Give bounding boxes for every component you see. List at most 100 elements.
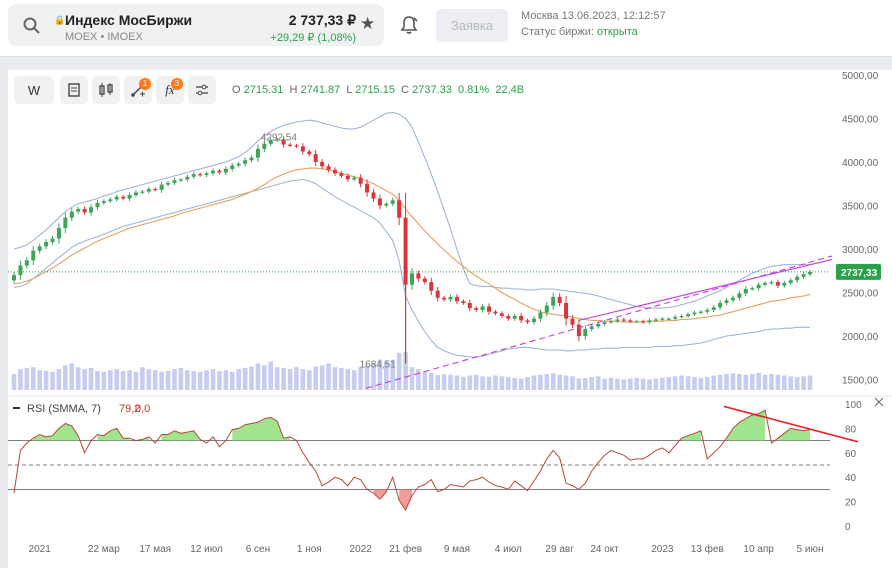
volume-bar [75, 367, 81, 390]
interval-button[interactable]: W [14, 76, 54, 104]
candle-body [114, 196, 119, 200]
volume-bar [319, 365, 325, 390]
candle-body [12, 275, 16, 281]
volume-bar [589, 377, 595, 390]
volume-bar [692, 377, 697, 390]
volume-bar [255, 363, 261, 390]
candle-body [185, 176, 190, 180]
open-value: 2715.31 [243, 84, 284, 96]
candle-body [422, 278, 427, 283]
candle-body [44, 242, 49, 247]
candle-body [673, 316, 678, 319]
settings-sliders-icon[interactable] [188, 76, 216, 104]
volume-bar [249, 366, 254, 390]
candle-body [596, 323, 601, 327]
candle-body [763, 282, 768, 285]
candle-body [653, 319, 658, 321]
favorite-star-icon[interactable]: ★ [360, 14, 376, 33]
volume-bar [788, 376, 794, 390]
time-axis-label: 17 мая [139, 544, 171, 555]
candle-body [499, 313, 504, 317]
candle-body [666, 318, 671, 320]
volume-bar [672, 376, 678, 390]
candle-body [435, 290, 440, 298]
candle-body [345, 175, 350, 180]
volume-bar [704, 377, 710, 390]
candles-icon[interactable] [92, 76, 120, 104]
close-rsi-icon[interactable] [874, 397, 884, 407]
volume-bar [685, 376, 691, 390]
candle-body [63, 217, 68, 229]
volume-bar [467, 375, 473, 390]
price-axis-label: 1500,00 [842, 376, 879, 387]
candle-body [275, 139, 280, 141]
volume-bar [563, 375, 569, 390]
moving-average-line [13, 167, 811, 323]
price-axis-label: 3000,00 [842, 245, 879, 256]
candle-body [467, 302, 472, 309]
candle-body [410, 273, 414, 285]
volume-bar [807, 375, 813, 390]
candle-body [743, 289, 748, 294]
price-axis-label: 5000,00 [842, 71, 879, 82]
alert-bell-icon[interactable] [398, 14, 420, 36]
candle-body [127, 195, 132, 199]
volume-bar [120, 371, 126, 390]
volume-bar [332, 367, 338, 390]
volume-bar [133, 371, 139, 390]
candle-body [390, 200, 395, 204]
candle-body [56, 228, 61, 239]
volume-bar [634, 377, 639, 390]
volume-bar [24, 367, 30, 390]
candle-body [243, 160, 248, 164]
volume-bar [88, 367, 94, 390]
rsi-overbought-fill [681, 430, 701, 441]
rsi-value: 79,2 [119, 403, 140, 415]
candle-body [679, 316, 684, 318]
volume-bar [615, 378, 620, 390]
rsi-aux-value: 0,0 [135, 403, 150, 415]
time-axis-label: 10 апр [743, 544, 774, 555]
instrument-search-box[interactable]: 🔒 Индекс МосБиржи MOEX • IMOEX 2 737,33 … [8, 4, 384, 46]
bollinger-lower-line [13, 178, 810, 358]
candle-body [641, 321, 646, 323]
current-price-tag [836, 263, 881, 280]
volume-bar [268, 361, 274, 390]
volume-bar [557, 374, 562, 390]
candle-body [326, 166, 331, 170]
candle-body [711, 307, 716, 310]
candle-body [583, 329, 588, 337]
order-button[interactable]: Заявка [436, 9, 508, 42]
candle-body [615, 319, 620, 322]
drawings-count-badge: 1 [139, 78, 151, 90]
candle-body [775, 282, 780, 286]
volume-value: 22,4B [495, 84, 525, 96]
candle-body [570, 318, 575, 325]
candle-body [320, 161, 325, 167]
note-icon[interactable] [60, 76, 88, 104]
volume-bar [512, 377, 518, 390]
candle-body [730, 297, 735, 301]
candle-body [339, 173, 344, 176]
candle-body [442, 297, 447, 300]
volume-bar [428, 372, 434, 390]
volume-bar [396, 352, 402, 390]
volume-bar [18, 369, 23, 390]
candle-body [480, 306, 485, 310]
indicators-count-badge: 3 [171, 78, 183, 90]
volume-bar [480, 376, 485, 390]
volume-bar [197, 371, 203, 390]
candle-body [223, 168, 228, 173]
candle-body [288, 144, 293, 146]
volume-bar [493, 375, 498, 390]
candle-body [191, 174, 196, 177]
rsi-overbought-fill [232, 417, 290, 441]
candle-body [95, 202, 100, 208]
volume-bar [653, 378, 659, 390]
time-axis-label: 21 фев [389, 543, 422, 555]
volume-bar [63, 365, 68, 390]
volume-bar [384, 361, 389, 390]
candle-body [461, 301, 466, 303]
candle-body [634, 321, 639, 323]
